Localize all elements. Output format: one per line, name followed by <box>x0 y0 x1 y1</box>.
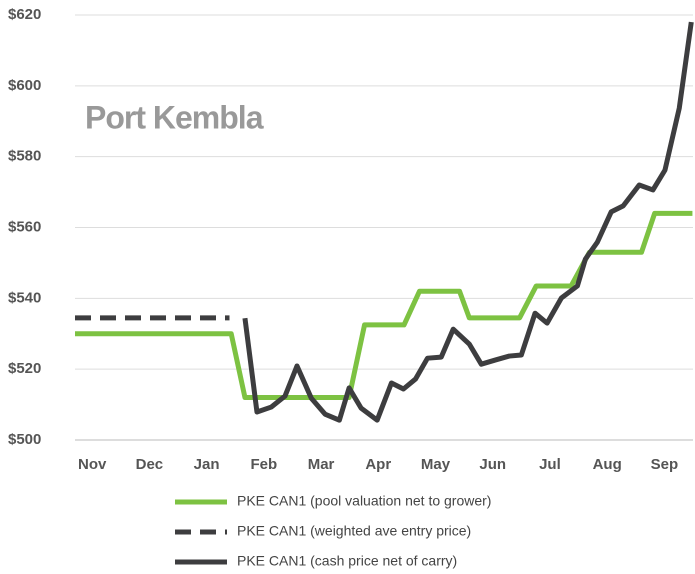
x-tick-label: Aug <box>593 456 622 473</box>
series-line <box>242 21 694 423</box>
y-tick-label: $540 <box>8 289 41 306</box>
y-tick-label: $600 <box>8 77 41 94</box>
y-tick-label: $580 <box>8 148 41 165</box>
y-tick-label: $500 <box>8 431 41 448</box>
chart-title: Port Kembla <box>85 99 264 135</box>
x-tick-label: Mar <box>308 456 335 473</box>
plot: $500 $520 $540 $560 $580 $600 $620 Nov Dec Jan Feb… <box>8 6 694 569</box>
y-tick-label: $620 <box>8 6 41 23</box>
x-tick-label: Apr <box>365 456 391 473</box>
x-tick-label: Jan <box>194 456 220 473</box>
legend-label: PKE CAN1 (pool valuation net to grower) <box>237 493 491 509</box>
x-tick-label: Feb <box>250 456 277 473</box>
legend-label: PKE CAN1 (weighted ave entry price) <box>237 523 471 539</box>
y-tick-label: $520 <box>8 360 41 377</box>
x-tick-label: Jun <box>479 456 506 473</box>
x-tick-label: Jul <box>539 456 561 473</box>
x-tick-label: May <box>421 456 451 473</box>
x-tick-label: Nov <box>78 456 107 473</box>
y-tick-label: $560 <box>8 218 41 235</box>
series-line <box>75 210 693 400</box>
x-tick-label: Dec <box>136 456 164 473</box>
x-tick-label: Sep <box>651 456 679 473</box>
legend-label: PKE CAN1 (cash price net of carry) <box>237 553 457 569</box>
